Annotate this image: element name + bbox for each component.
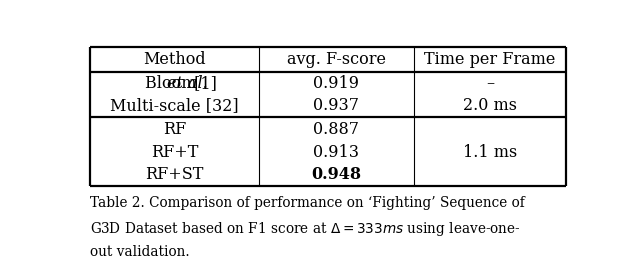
Text: 0.887: 0.887 — [314, 121, 359, 138]
Text: 0.937: 0.937 — [314, 97, 359, 114]
Text: avg. F-score: avg. F-score — [287, 51, 386, 68]
Text: –: – — [486, 75, 494, 92]
Text: Multi-scale [32]: Multi-scale [32] — [110, 97, 239, 114]
Text: Method: Method — [143, 51, 205, 68]
Text: 0.913: 0.913 — [314, 144, 359, 161]
Text: G3D Dataset based on F1 score at $\Delta = 333\mathit{ms}$ using leave-one-: G3D Dataset based on F1 score at $\Delta… — [90, 220, 521, 238]
Text: RF+T: RF+T — [151, 144, 198, 161]
Text: 0.919: 0.919 — [314, 75, 359, 92]
Text: out validation.: out validation. — [90, 245, 189, 259]
Text: Table 2. Comparison of performance on ‘Fighting’ Sequence of: Table 2. Comparison of performance on ‘F… — [90, 196, 525, 210]
Text: Bloom: Bloom — [145, 75, 202, 92]
Text: RF: RF — [163, 121, 186, 138]
Text: Time per Frame: Time per Frame — [424, 51, 556, 68]
Text: 1.1 ms: 1.1 ms — [463, 144, 517, 161]
Text: 0.948: 0.948 — [311, 166, 362, 183]
Text: et al.: et al. — [167, 75, 208, 92]
Text: [1]: [1] — [189, 75, 217, 92]
Text: RF+ST: RF+ST — [145, 166, 204, 183]
Text: 2.0 ms: 2.0 ms — [463, 97, 517, 114]
